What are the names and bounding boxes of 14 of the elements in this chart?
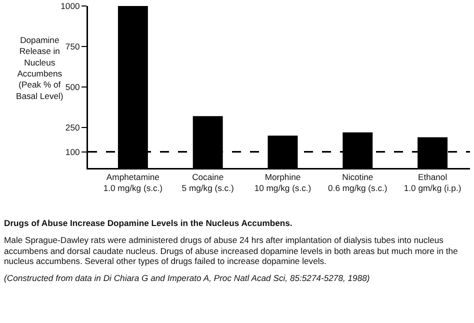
y-tick-label: 100 (65, 146, 80, 157)
x-tick-label: Amphetamine 1.0 mg/kg (s.c.) (103, 172, 163, 193)
text: (Constructed from data in Di Chiara G and Imperato A, Proc Natl Acad Sci, 85:5274-5278, 1988) (4, 273, 371, 284)
y-axis-title: Dopamine Release in Nucleus Accumbens (Peak % of Basal Level) (16, 35, 64, 101)
text: Drugs of Abuse Increase Dopamine Levels in the Nucleus Accumbens. (4, 218, 294, 228)
x-tick-label: Ethanol 1.0 gm/kg (i.p.) (404, 172, 462, 193)
x-tick-label: Cocaine 5 mg/kg (s.c.) (182, 172, 234, 193)
y-tick-label: 1000 (60, 1, 80, 12)
x-tick-label: Morphine 10 mg/kg (s.c.) (254, 172, 312, 193)
y-tick-label: 500 (65, 82, 80, 92)
y-tick-label: 750 (65, 42, 80, 52)
y-tick-label: 250 (65, 122, 80, 133)
x-tick-label: Nicotine 0.6 mg/kg (s.c.) (328, 172, 388, 193)
text: Male Sprague-Dawley rats were administered drugs of abuse 24 hrs after implantation of dialysis tubes into nucleus accumbens and dorsal caudate nucleus. Drugs of abuse increased dopamine levels in both areas but much more in the nucleus accumbens. Several other types of drugs failed to increase dopamine levels. (4, 235, 459, 266)
